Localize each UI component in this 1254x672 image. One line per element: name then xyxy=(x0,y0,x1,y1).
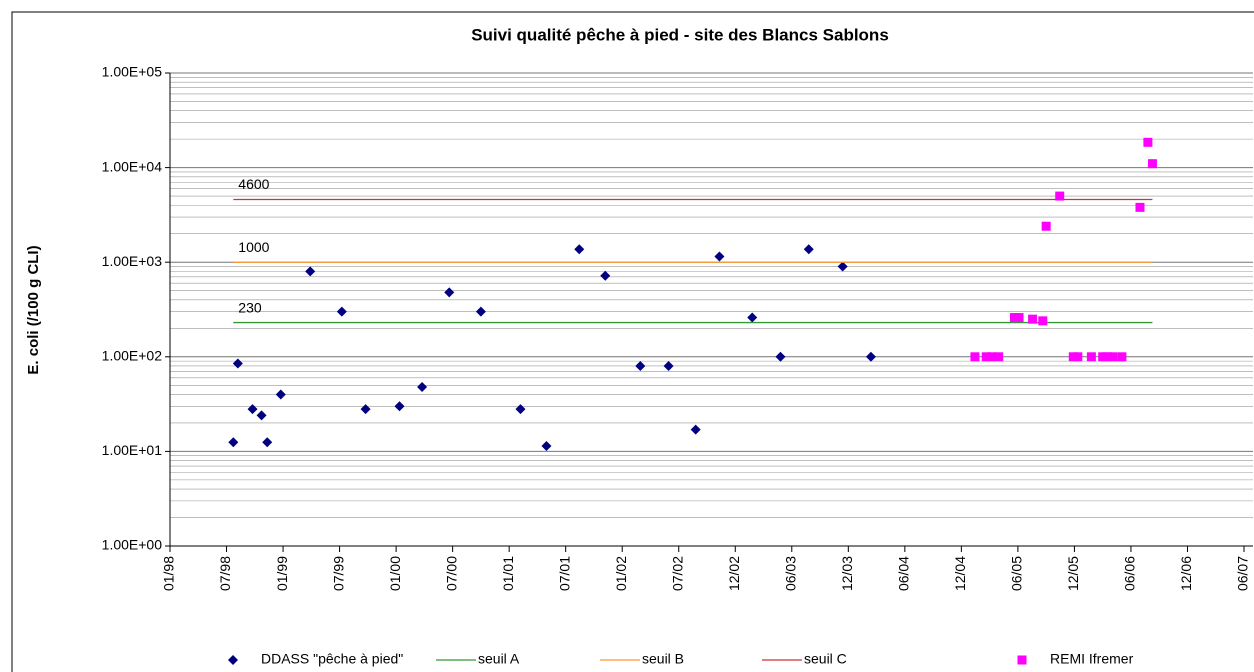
data-point xyxy=(336,306,347,317)
data-point xyxy=(1147,159,1157,169)
x-tick-label: 06/05 xyxy=(1009,556,1025,591)
y-tick-label: 1.00E+05 xyxy=(102,64,163,80)
data-point xyxy=(1102,352,1112,362)
y-tick-label: 1.00E+01 xyxy=(102,442,163,458)
threshold-label: 1000 xyxy=(238,239,269,255)
data-point xyxy=(803,244,814,255)
x-tick-label: 07/99 xyxy=(330,556,346,591)
x-tick-label: 07/02 xyxy=(669,556,685,591)
data-point xyxy=(1073,352,1083,362)
legend-swatch xyxy=(1017,655,1027,665)
x-tick-label: 01/00 xyxy=(387,556,403,591)
data-point xyxy=(994,352,1004,362)
legend-label: seuil B xyxy=(642,651,684,667)
x-tick-label: 01/99 xyxy=(274,556,290,591)
x-tick-label: 01/98 xyxy=(161,556,177,591)
data-point xyxy=(865,351,876,362)
data-point xyxy=(1028,314,1038,324)
data-point xyxy=(574,244,585,255)
data-point xyxy=(1055,191,1065,201)
threshold-label: 230 xyxy=(238,299,262,315)
data-point xyxy=(714,251,725,262)
data-point xyxy=(1143,137,1153,147)
x-tick-label: 12/02 xyxy=(726,556,742,591)
data-point xyxy=(256,410,267,421)
threshold-label: 4600 xyxy=(238,176,269,192)
data-point xyxy=(394,401,405,412)
chart-frame xyxy=(11,11,1254,672)
x-tick-label: 06/06 xyxy=(1122,556,1138,591)
data-point xyxy=(305,266,316,277)
data-point xyxy=(541,441,552,452)
data-point xyxy=(1068,352,1078,362)
x-tick-label: 07/00 xyxy=(443,556,459,591)
data-point xyxy=(228,437,239,448)
data-point xyxy=(1010,313,1020,323)
data-point xyxy=(635,360,646,371)
data-point xyxy=(1098,352,1108,362)
chart-title: Suivi qualité pêche à pied - site des Bl… xyxy=(471,25,889,44)
x-tick-label: 12/03 xyxy=(839,556,855,591)
data-point xyxy=(475,306,486,317)
data-point xyxy=(690,424,701,435)
data-point xyxy=(775,351,786,362)
data-point xyxy=(1086,352,1096,362)
data-point xyxy=(232,358,243,369)
x-tick-label: 07/98 xyxy=(217,556,233,591)
x-tick-label: 06/04 xyxy=(896,556,912,591)
data-point xyxy=(987,352,997,362)
legend-label: DDASS "pêche à pied" xyxy=(261,651,403,667)
data-point xyxy=(981,352,991,362)
x-tick-label: 06/03 xyxy=(782,556,798,591)
data-point xyxy=(970,352,980,362)
legend-label: seuil A xyxy=(478,651,520,667)
data-point xyxy=(247,404,258,415)
data-point xyxy=(1014,313,1024,323)
data-point xyxy=(275,389,286,400)
legend-swatch xyxy=(228,655,238,665)
data-point xyxy=(262,437,273,448)
data-point xyxy=(1117,352,1127,362)
data-point xyxy=(747,312,758,323)
y-tick-label: 1.00E+04 xyxy=(102,158,163,174)
data-point xyxy=(837,261,848,272)
data-point xyxy=(1108,352,1118,362)
x-tick-label: 07/01 xyxy=(556,556,572,591)
data-point xyxy=(1038,316,1048,326)
x-tick-label: 12/04 xyxy=(952,556,968,591)
y-tick-label: 1.00E+02 xyxy=(102,348,163,364)
legend-label: REMI Ifremer xyxy=(1050,651,1134,667)
data-point xyxy=(417,381,428,392)
data-point xyxy=(663,360,674,371)
x-tick-label: 01/01 xyxy=(500,556,516,591)
x-tick-label: 06/07 xyxy=(1235,556,1251,591)
y-tick-label: 1.00E+03 xyxy=(102,253,163,269)
y-tick-label: 1.00E+00 xyxy=(102,537,163,553)
x-tick-label: 12/05 xyxy=(1065,556,1081,591)
y-axis-label: E. coli (/100 g CLI) xyxy=(25,245,42,374)
data-point xyxy=(444,287,455,298)
data-point xyxy=(360,404,371,415)
legend-label: seuil C xyxy=(804,651,847,667)
data-point xyxy=(600,270,611,281)
x-tick-label: 01/02 xyxy=(613,556,629,591)
data-point xyxy=(515,404,526,415)
data-point xyxy=(1041,221,1051,231)
data-point xyxy=(1135,202,1145,212)
x-tick-label: 12/06 xyxy=(1178,556,1194,591)
